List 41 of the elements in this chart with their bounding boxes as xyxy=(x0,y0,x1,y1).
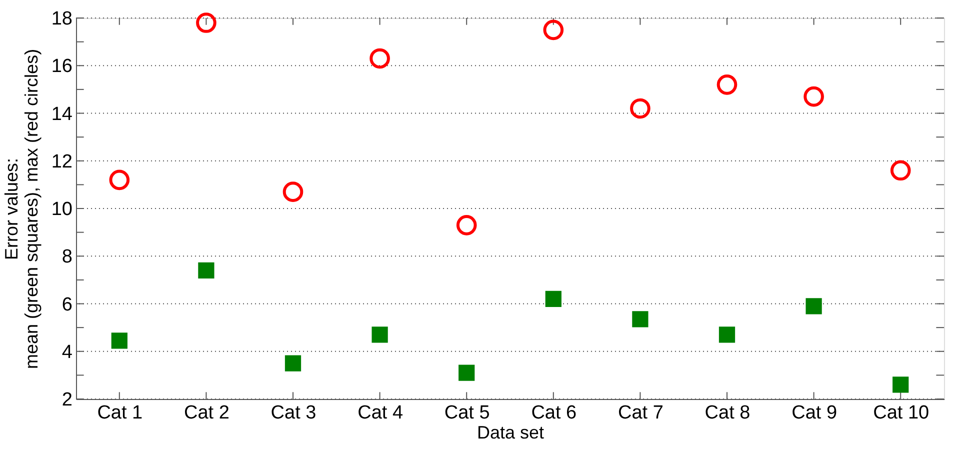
y-tick-label: 12 xyxy=(51,151,72,172)
x-tick-label: Cat 4 xyxy=(358,402,404,424)
y-tick-label: 6 xyxy=(62,294,72,316)
x-tick-label: Cat 9 xyxy=(792,402,838,424)
y-tick-label: 18 xyxy=(51,8,72,30)
point xyxy=(632,311,648,328)
x-tick-label: Cat 8 xyxy=(704,402,750,424)
point xyxy=(545,290,562,308)
x-axis-title: Data set xyxy=(476,422,544,442)
point xyxy=(282,182,304,202)
y-tick-label: 2 xyxy=(62,390,72,410)
point xyxy=(806,298,822,314)
y-tick-label: 4 xyxy=(62,342,73,363)
point xyxy=(458,364,475,381)
point xyxy=(456,215,477,236)
point xyxy=(804,86,824,107)
point xyxy=(111,332,128,349)
point xyxy=(892,376,909,393)
point xyxy=(196,12,216,33)
point xyxy=(198,262,214,278)
point xyxy=(630,98,650,119)
point xyxy=(890,160,911,181)
x-tick-label: Cat 7 xyxy=(618,402,664,424)
y-axis-title: Error values: mean (green squares), max (red circles) xyxy=(1,48,42,370)
point xyxy=(284,355,302,372)
point xyxy=(370,48,390,69)
point xyxy=(372,326,388,343)
point xyxy=(109,170,130,190)
y-tick-label: 14 xyxy=(51,104,73,125)
y-tick-label: 10 xyxy=(51,199,72,220)
x-tick-label: Cat 3 xyxy=(270,402,316,424)
point xyxy=(716,74,738,95)
x-tick-label: Cat 1 xyxy=(97,402,143,424)
x-tick-label: Cat 2 xyxy=(184,402,230,424)
x-tick-label: Cat 10 xyxy=(873,402,930,424)
y-tick-label: 16 xyxy=(51,56,72,78)
y-tick-label: 8 xyxy=(62,246,72,268)
x-tick-label: Cat 6 xyxy=(531,402,577,424)
point xyxy=(718,326,736,343)
point xyxy=(543,20,564,40)
x-tick-label: Cat 5 xyxy=(444,402,490,424)
